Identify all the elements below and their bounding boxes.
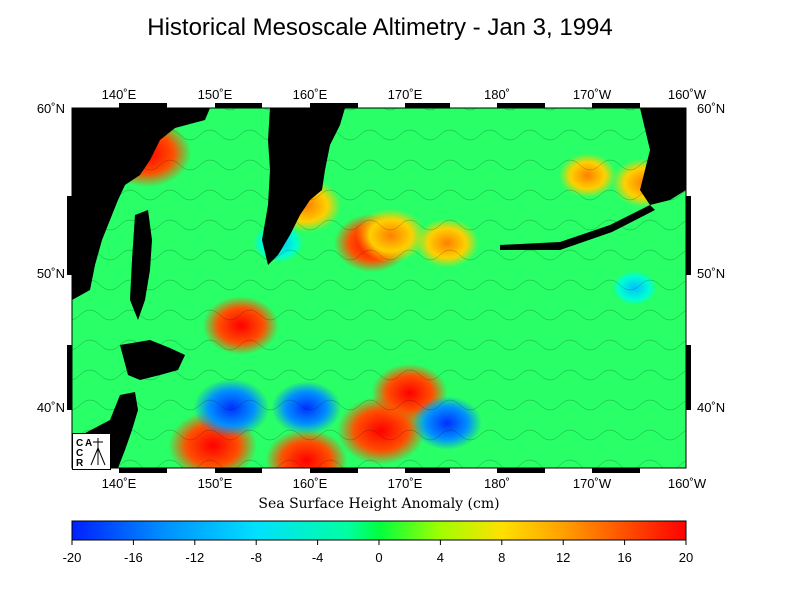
kamchatka-land [262, 108, 345, 265]
lat-labels: 60˚N 50˚N 40˚N 60˚N 50˚N 40˚N [37, 101, 725, 415]
page-title: Historical Mesoscale Altimetry - Jan 3, … [147, 14, 613, 41]
lon-tick-bottom: 170˚W [573, 476, 612, 491]
hokkaido-land [120, 340, 185, 380]
frame-segment [215, 103, 262, 108]
frame-segment [592, 103, 640, 108]
lat-tick-right: 50˚N [697, 266, 725, 281]
lat-tick-left: 50˚N [37, 266, 65, 281]
ccar-logo-graphic: C C R A [76, 438, 106, 469]
frame-segment [405, 103, 450, 108]
lat-tick-right: 60˚N [697, 101, 725, 116]
lon-tick-bottom: 180˚ [484, 476, 510, 491]
sakhalin-land [130, 210, 152, 320]
colorbar-tick-label: 4 [437, 550, 444, 565]
lon-tick-bottom: 160˚E [293, 476, 328, 491]
colorbar-tick-label: 16 [617, 550, 631, 565]
frame-segment [215, 468, 262, 473]
colorbar-tick-label: -4 [312, 550, 324, 565]
frame-segment [119, 103, 167, 108]
lon-labels-bottom: 140˚E 150˚E 160˚E 170˚E 180˚ 170˚W 160˚W [102, 476, 707, 491]
frame-segment [686, 345, 691, 410]
lon-tick-top: 170˚W [573, 87, 612, 102]
colorbar-ticks: -20 -16 -12 -8 -4 0 4 8 12 16 20 [63, 540, 693, 565]
lon-tick-top: 150˚E [198, 87, 233, 102]
colorbar-tick-label: 8 [498, 550, 505, 565]
siberia-land [72, 108, 210, 300]
colorbar-tick-label: 0 [375, 550, 382, 565]
lon-tick-bottom: 160˚W [668, 476, 707, 491]
svg-text:A: A [85, 438, 92, 449]
colorbar-tick-label: -20 [63, 550, 82, 565]
lon-tick-top: 160˚W [668, 87, 707, 102]
frame-segment [592, 468, 640, 473]
colorbar-label: Sea Surface Height Anomaly (cm) [258, 496, 499, 512]
frame-segment [497, 468, 545, 473]
frame-segment [497, 103, 545, 108]
map-frame-ticks [67, 103, 691, 473]
frame-segment [67, 345, 72, 410]
colorbar-tick-label: 12 [556, 550, 570, 565]
colorbar-tick-label: -16 [124, 550, 143, 565]
lat-tick-left: 60˚N [37, 101, 65, 116]
lon-tick-top: 140˚E [102, 87, 137, 102]
frame-segment [405, 468, 450, 473]
colorbar-tick-label: -12 [185, 550, 204, 565]
svg-text:R: R [76, 458, 84, 469]
land-masses [72, 108, 686, 468]
colorbar [71, 520, 687, 541]
lon-labels-top: 140˚E 150˚E 160˚E 170˚E 180˚ 170˚W 160˚W [102, 87, 707, 102]
ccar-logo: C C R A [72, 433, 111, 470]
colorbar-tick-label: 20 [679, 550, 693, 565]
sea-surface-height-field [72, 108, 686, 468]
frame-segment [686, 196, 691, 275]
lat-tick-right: 40˚N [697, 400, 725, 415]
lon-tick-top: 160˚E [293, 87, 328, 102]
lon-tick-bottom: 170˚E [388, 476, 423, 491]
frame-segment [67, 196, 72, 275]
alaska-land [640, 108, 686, 205]
frame-segment [310, 103, 358, 108]
frame-segment [119, 468, 167, 473]
lon-tick-top: 180˚ [484, 87, 510, 102]
aleutian-chain [500, 205, 655, 250]
frame-segment [310, 468, 358, 473]
colorbar-tick-label: -8 [250, 550, 262, 565]
lon-tick-bottom: 140˚E [102, 476, 137, 491]
svg-text:C: C [76, 438, 83, 449]
svg-text:C: C [76, 448, 83, 459]
lon-tick-top: 170˚E [388, 87, 423, 102]
lat-tick-left: 40˚N [37, 400, 65, 415]
map-frame [71, 107, 687, 469]
lon-tick-bottom: 150˚E [198, 476, 233, 491]
